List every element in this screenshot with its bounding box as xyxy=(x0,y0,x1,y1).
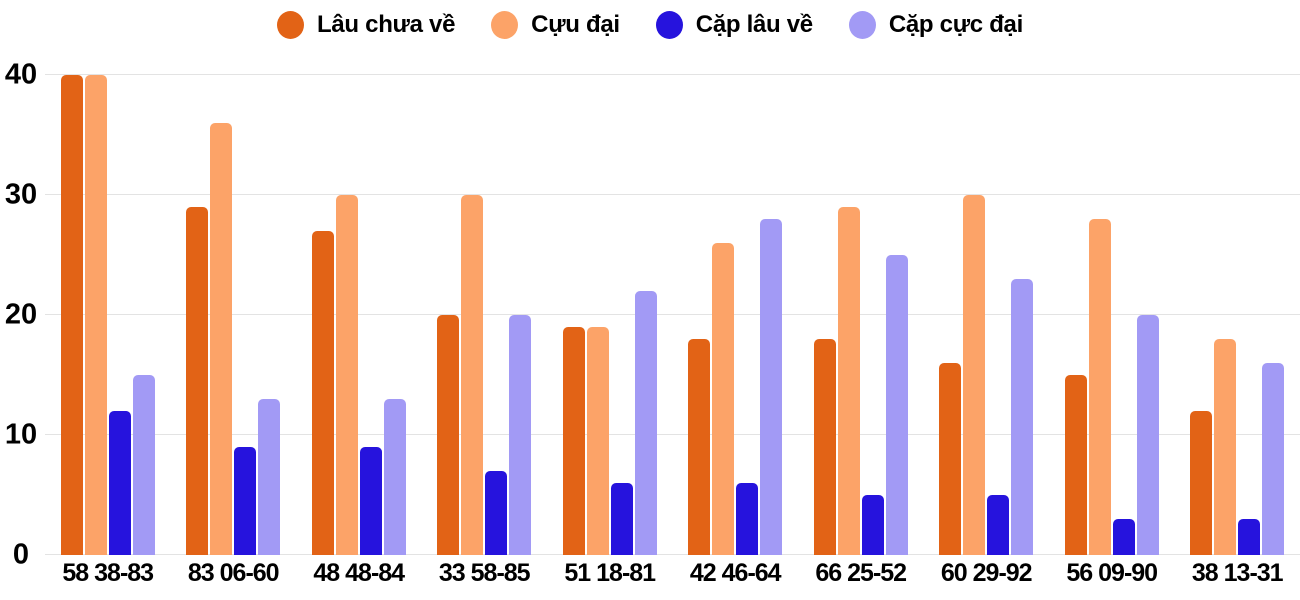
bar[interactable] xyxy=(311,231,334,555)
bar-group xyxy=(798,75,924,555)
bar[interactable] xyxy=(1238,519,1261,555)
x-axis-label: 42 46-64 xyxy=(689,559,782,587)
legend-item[interactable]: Cặp cực đại xyxy=(848,11,1023,39)
bar-groups xyxy=(45,75,1300,555)
bar-group xyxy=(1049,75,1175,555)
x-axis-label: 56 09-90 xyxy=(1066,559,1158,587)
bar[interactable] xyxy=(712,243,735,555)
bar[interactable] xyxy=(485,471,508,555)
bar[interactable] xyxy=(1262,363,1285,555)
x-axis-label: 60 29-92 xyxy=(940,559,1033,587)
bar[interactable] xyxy=(813,339,836,555)
bar-group xyxy=(422,75,548,555)
bar[interactable] xyxy=(1064,375,1087,555)
gridline xyxy=(45,74,1300,75)
x-axis-label: 48 48-84 xyxy=(313,559,405,587)
bar-group xyxy=(296,75,422,555)
bar[interactable] xyxy=(987,495,1010,555)
bar[interactable] xyxy=(1136,315,1159,555)
x-axis-label: 66 25-52 xyxy=(815,559,907,587)
bar[interactable] xyxy=(461,195,484,555)
legend-label: Lâu chưa về xyxy=(317,11,456,38)
bar-group xyxy=(171,75,297,555)
bar[interactable] xyxy=(437,315,460,555)
y-axis-tick-label: 0 xyxy=(12,538,30,571)
x-axis-label: 58 38-83 xyxy=(62,559,154,587)
legend-label: Cựu đại xyxy=(531,11,620,38)
legend-swatch-circle-icon xyxy=(491,11,519,39)
bar[interactable] xyxy=(132,375,155,555)
legend-swatch-circle-icon xyxy=(277,11,305,39)
bar[interactable] xyxy=(108,411,131,555)
gridline xyxy=(45,314,1300,315)
bar[interactable] xyxy=(634,291,657,555)
y-axis-tick-label: 20 xyxy=(4,298,38,331)
legend-item[interactable]: Cặp lâu về xyxy=(655,11,813,39)
bar[interactable] xyxy=(736,483,759,555)
bar[interactable] xyxy=(885,255,908,555)
x-axis: 58 38-83 83 06-60 48 48-84 33 58-85 51 18-81… xyxy=(45,558,1300,588)
bar[interactable] xyxy=(1112,519,1135,555)
bar-group xyxy=(1175,75,1300,555)
bar[interactable] xyxy=(359,447,382,555)
bar[interactable] xyxy=(688,339,711,555)
bar-group xyxy=(547,75,673,555)
legend-swatch-circle-icon xyxy=(848,11,876,39)
bar[interactable] xyxy=(610,483,633,555)
bar[interactable] xyxy=(335,195,358,555)
bar[interactable] xyxy=(1190,411,1213,555)
bar[interactable] xyxy=(1011,279,1034,555)
bar[interactable] xyxy=(837,207,860,555)
bar[interactable] xyxy=(258,399,281,555)
x-axis-label: 33 58-85 xyxy=(438,559,531,587)
chart-legend: Lâu chưa về Cựu đại Cặp lâu về Cặp cực đại xyxy=(0,6,1300,44)
bar[interactable] xyxy=(861,495,884,555)
bar[interactable] xyxy=(383,399,406,555)
y-axis-tick-label: 40 xyxy=(4,58,38,91)
legend-item[interactable]: Lâu chưa về xyxy=(277,11,455,39)
bar[interactable] xyxy=(760,219,783,555)
y-axis-tick-label: 10 xyxy=(4,418,38,451)
bar-group xyxy=(45,75,171,555)
bar[interactable] xyxy=(939,363,962,555)
bar[interactable] xyxy=(963,195,986,555)
bar[interactable] xyxy=(562,327,585,555)
bar[interactable] xyxy=(234,447,257,555)
bar[interactable] xyxy=(84,75,107,555)
gridline xyxy=(45,434,1300,435)
x-axis-label: 51 18-81 xyxy=(564,559,656,587)
legend-label: Cặp cực đại xyxy=(888,11,1023,38)
gridline xyxy=(45,194,1300,195)
bar[interactable] xyxy=(1088,219,1111,555)
bar[interactable] xyxy=(509,315,532,555)
bar-group xyxy=(673,75,799,555)
bar[interactable] xyxy=(60,75,83,555)
legend-item[interactable]: Cựu đại xyxy=(491,11,620,39)
bar[interactable] xyxy=(1214,339,1237,555)
x-axis-label: 83 06-60 xyxy=(187,559,280,587)
bar-group xyxy=(924,75,1050,555)
plot-area: 0 10 20 30 40 xyxy=(0,60,1300,569)
y-axis-tick-label: 30 xyxy=(4,178,38,211)
bar[interactable] xyxy=(186,207,209,555)
bar[interactable] xyxy=(210,123,233,555)
bar[interactable] xyxy=(586,327,609,555)
legend-label: Cặp lâu về xyxy=(695,11,813,38)
gridline xyxy=(45,554,1300,555)
legend-swatch-circle-icon xyxy=(655,11,683,39)
x-axis-label: 38 13-31 xyxy=(1191,559,1284,587)
